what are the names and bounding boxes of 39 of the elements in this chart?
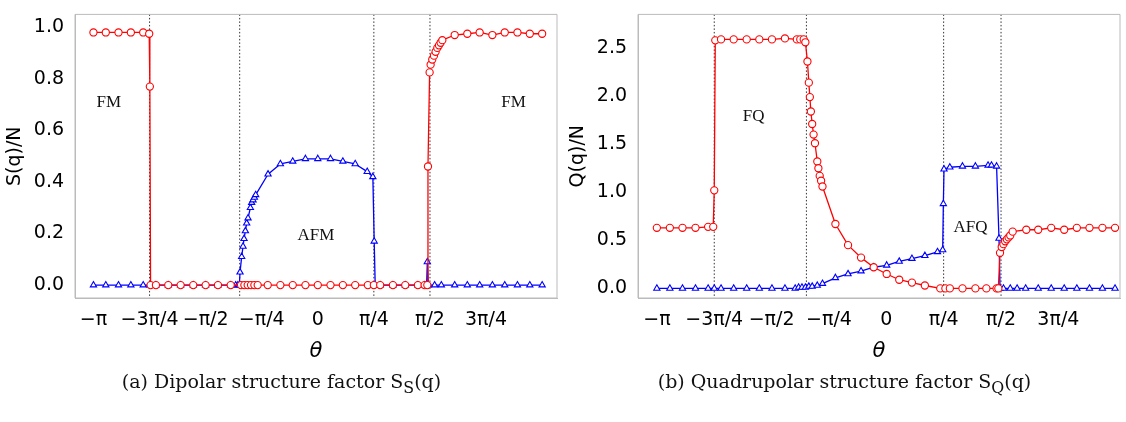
annotation: AFM: [297, 225, 335, 245]
x-tick-label: −π: [643, 307, 671, 330]
x-tick-label: −3π/4: [120, 307, 179, 330]
x-tick-label: −π/4: [238, 307, 285, 330]
y-tick-label: 0.8: [33, 65, 65, 88]
x-tick-label: π/2: [414, 307, 445, 330]
y-tick-label: 0.0: [33, 272, 65, 295]
text: (a) Dipolar structure factor S$_{S}$(q): [120, 370, 443, 397]
x-tick-label: 3π/4: [1037, 307, 1080, 330]
y-tick-label: 0.0: [596, 275, 628, 298]
annotation: FQ: [742, 105, 765, 125]
annotation: AFQ: [953, 216, 988, 236]
x-tick-label: 0: [311, 307, 324, 330]
y-tick-label: 0.2: [33, 220, 65, 243]
annotation: FM: [501, 91, 526, 111]
y-tick-label: 1.0: [596, 179, 628, 202]
x-tick-label: −π/2: [748, 307, 795, 330]
x-axis-title: θ: [309, 337, 323, 362]
x-tick-label: 3π/4: [465, 307, 508, 330]
annotation: FM: [96, 91, 122, 111]
x-tick-label: π/4: [358, 307, 389, 330]
y-tick-label: 0.6: [33, 117, 65, 140]
x-axis-title: θ: [872, 337, 886, 362]
y-axis-title: Q(q)/N: [565, 124, 588, 188]
y-axis-title: S(q)/N: [2, 126, 25, 186]
x-tick-label: π/4: [928, 307, 959, 330]
x-tick-label: π/2: [986, 307, 1016, 330]
x-tick-label: 0: [880, 307, 893, 330]
x-tick-label: −π/2: [182, 307, 229, 330]
text: (b) Quadrupolar structure factor S$_{Q}$(q): [656, 370, 1033, 397]
y-tick-label: 2.5: [596, 34, 628, 57]
y-tick-label: 2.0: [596, 83, 628, 106]
y-tick-label: 1.5: [596, 131, 628, 154]
x-tick-label: −π/4: [806, 307, 852, 330]
y-tick-label: 0.4: [33, 168, 65, 191]
y-tick-label: 1.0: [33, 14, 65, 37]
y-tick-label: 0.5: [596, 227, 628, 250]
x-tick-label: −3π/4: [685, 307, 744, 330]
x-tick-label: −π: [79, 307, 108, 330]
